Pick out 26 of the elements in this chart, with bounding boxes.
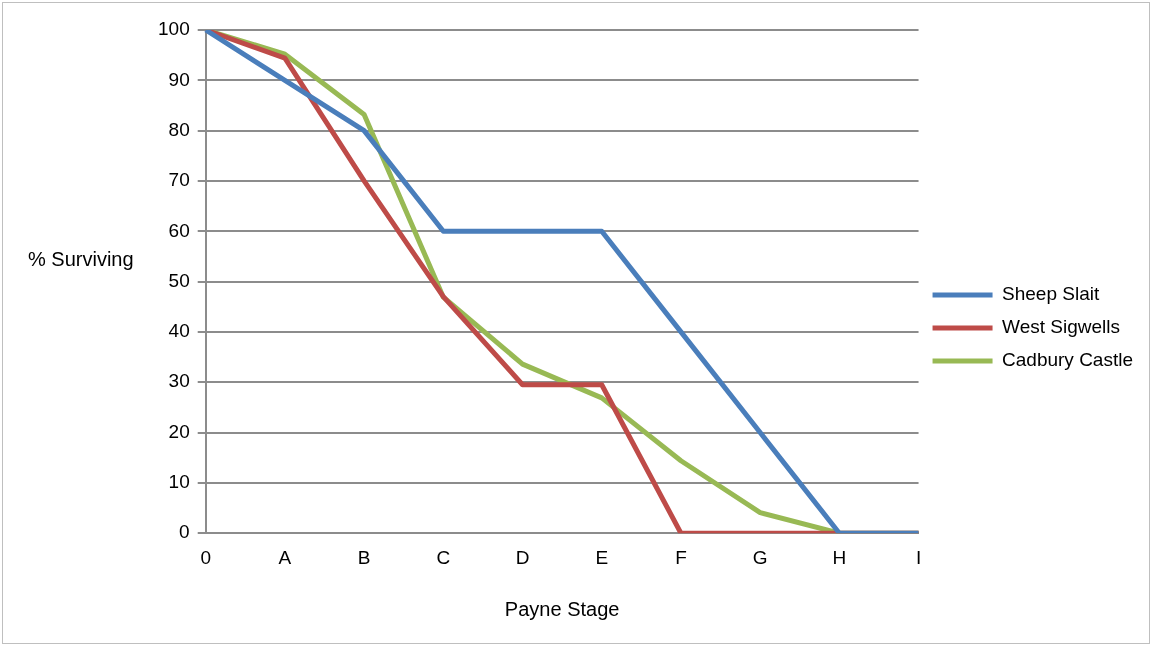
y-tick-label: 50 bbox=[168, 269, 190, 291]
y-tick-label: 20 bbox=[168, 420, 190, 442]
legend-label: West Sigwells bbox=[1002, 316, 1120, 338]
x-axis-title: Payne Stage bbox=[504, 597, 620, 620]
x-tick-label: I bbox=[915, 546, 922, 568]
y-tick-label: 60 bbox=[168, 219, 190, 241]
y-axis-title: % Surviving bbox=[28, 248, 134, 271]
x-tick-label: G bbox=[752, 546, 768, 568]
x-tick-label: B bbox=[357, 546, 371, 568]
x-tick-label: E bbox=[595, 546, 609, 568]
x-tick-label: 0 bbox=[200, 546, 211, 568]
y-tick-label: 80 bbox=[168, 118, 190, 140]
x-tick-label: A bbox=[278, 546, 292, 568]
x-tick-label: C bbox=[436, 546, 451, 568]
y-tick-label: 90 bbox=[168, 68, 190, 90]
x-tick-label: F bbox=[675, 546, 687, 568]
x-tick-label: D bbox=[515, 546, 530, 568]
legend-label: Cadbury Castle bbox=[1002, 349, 1133, 371]
y-tick-label: 40 bbox=[168, 320, 190, 342]
y-tick-label: 100 bbox=[158, 18, 190, 40]
y-tick-label: 30 bbox=[168, 370, 190, 392]
y-tick-label: 0 bbox=[179, 521, 190, 543]
legend-label: Sheep Slait bbox=[1002, 283, 1100, 305]
x-tick-label: H bbox=[832, 546, 847, 568]
y-tick-label: 70 bbox=[168, 169, 190, 191]
y-tick-label: 10 bbox=[168, 471, 190, 493]
